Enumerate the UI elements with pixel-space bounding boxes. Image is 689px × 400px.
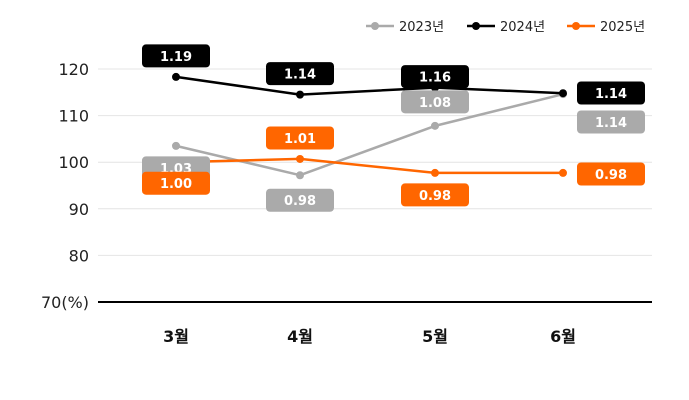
data-label: 0.98 xyxy=(595,168,627,183)
y-tick-label: 70(%) xyxy=(41,293,89,312)
legend-label: 2025년 xyxy=(600,20,645,35)
legend-marker xyxy=(472,22,480,30)
data-point xyxy=(172,72,180,81)
data-point xyxy=(559,89,567,98)
data-label-bg xyxy=(577,81,645,105)
data-label: 1.14 xyxy=(284,68,316,83)
y-axis-ticks: 120 110 100 90 80 70(%) xyxy=(41,60,89,312)
data-point xyxy=(559,168,567,177)
y-tick-label: 90 xyxy=(69,200,89,219)
legend-label: 2024년 xyxy=(500,20,545,35)
legend-marker xyxy=(572,22,580,30)
data-label-bg xyxy=(577,110,645,134)
legend-marker xyxy=(371,22,379,30)
data-point xyxy=(296,90,304,99)
data-label: 1.19 xyxy=(160,50,192,65)
x-tick-label: 4월 xyxy=(287,327,313,346)
series-line xyxy=(175,92,564,177)
data-label-bg xyxy=(266,62,334,86)
data-label-bg xyxy=(266,126,334,150)
series-lines xyxy=(172,72,567,180)
data-label: 0.98 xyxy=(284,194,316,209)
data-point xyxy=(431,168,439,177)
data-labels: 1.030.981.081.141.191.14 1.161.141.001.01… xyxy=(142,44,645,212)
data-label-bg xyxy=(266,188,334,212)
x-tick-label: 3월 xyxy=(163,327,189,346)
legend-label: 2023년 xyxy=(399,20,444,35)
data-label-bg xyxy=(577,162,645,186)
y-tick-label: 100 xyxy=(58,153,89,172)
series-line xyxy=(175,157,563,175)
series-line xyxy=(175,75,564,96)
data-label: 1.08 xyxy=(419,96,451,111)
data-point xyxy=(172,141,180,150)
data-point xyxy=(431,121,439,130)
y-tick-label: 110 xyxy=(58,107,89,126)
x-tick-label: 6월 xyxy=(550,327,576,346)
data-label: 1.16 xyxy=(419,71,451,86)
legend: 2023년 2024년 2025년 xyxy=(366,20,645,35)
data-label: 1.14 xyxy=(595,116,627,131)
data-label: 0.98 xyxy=(419,189,451,204)
y-tick-label: 120 xyxy=(58,60,89,79)
data-label: 1.00 xyxy=(160,177,192,192)
data-label: 1.01 xyxy=(284,132,316,147)
y-tick-label: 80 xyxy=(69,246,89,265)
data-label-bg xyxy=(401,65,469,89)
data-label-bg xyxy=(142,171,210,195)
data-label-bg xyxy=(401,90,469,114)
data-point xyxy=(296,171,304,180)
data-label-bg xyxy=(142,44,210,68)
x-axis-ticks: 3월 4월 5월 6월 xyxy=(163,327,576,346)
x-tick-label: 5월 xyxy=(422,327,448,346)
data-label: 1.14 xyxy=(595,87,627,102)
data-point xyxy=(296,154,304,163)
data-label-bg xyxy=(401,183,469,207)
